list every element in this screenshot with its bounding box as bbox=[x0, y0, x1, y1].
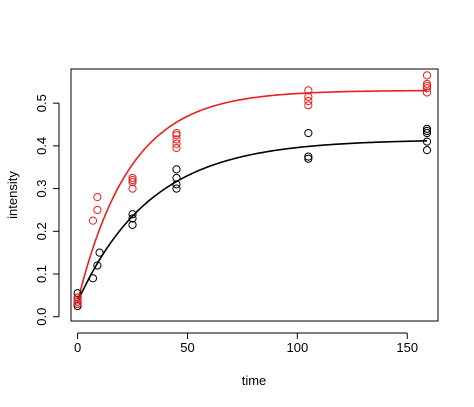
x-tick-label: 50 bbox=[180, 340, 194, 355]
data-point bbox=[172, 184, 181, 193]
data-point bbox=[95, 248, 104, 257]
data-point bbox=[172, 128, 181, 138]
fitted-curves bbox=[76, 89, 428, 303]
data-point bbox=[88, 216, 98, 225]
x-axis: 0 50 100 150 bbox=[74, 332, 418, 355]
x-tick-label: 150 bbox=[396, 340, 418, 355]
data-points bbox=[73, 71, 432, 311]
y-axis: 0.0 0.1 0.2 0.3 0.4 0.5 bbox=[34, 94, 60, 326]
data-point bbox=[172, 180, 181, 189]
data-point bbox=[172, 173, 181, 183]
data-point bbox=[88, 274, 98, 283]
data-point bbox=[73, 297, 82, 306]
data-point bbox=[128, 184, 137, 193]
data-point bbox=[128, 220, 137, 229]
data-point bbox=[304, 92, 313, 101]
data-point bbox=[172, 143, 181, 153]
data-point bbox=[73, 293, 82, 302]
x-axis-label: time bbox=[242, 373, 267, 388]
data-point bbox=[73, 289, 82, 298]
data-point bbox=[172, 139, 181, 148]
data-point bbox=[304, 154, 313, 163]
data-point bbox=[304, 101, 313, 110]
data-point bbox=[73, 295, 82, 304]
data-point bbox=[422, 124, 432, 133]
data-point bbox=[172, 135, 181, 144]
data-point bbox=[93, 261, 102, 270]
data-point bbox=[128, 175, 137, 185]
data-point bbox=[73, 301, 82, 311]
data-point bbox=[304, 152, 313, 161]
data-point bbox=[422, 128, 432, 138]
data-point bbox=[93, 205, 102, 215]
y-tick-label: 0.2 bbox=[34, 222, 49, 240]
data-point bbox=[422, 146, 432, 155]
data-point bbox=[422, 84, 432, 93]
data-point bbox=[128, 214, 137, 223]
y-tick-label: 0.4 bbox=[34, 137, 49, 155]
data-point bbox=[128, 210, 137, 219]
data-point bbox=[304, 128, 313, 138]
y-tick-label: 0.5 bbox=[34, 94, 49, 112]
fitted-curve bbox=[76, 89, 428, 302]
data-point bbox=[73, 299, 82, 309]
data-point bbox=[304, 86, 313, 95]
x-tick-label: 100 bbox=[287, 340, 309, 355]
data-point bbox=[93, 193, 102, 202]
data-point bbox=[422, 126, 432, 136]
data-point bbox=[304, 96, 313, 106]
data-point bbox=[172, 165, 181, 174]
data-point bbox=[422, 71, 432, 80]
y-tick-label: 0.0 bbox=[34, 308, 49, 326]
y-axis-label: intensity bbox=[5, 171, 20, 219]
y-tick-label: 0.3 bbox=[34, 180, 49, 198]
data-point bbox=[422, 88, 432, 97]
data-point bbox=[422, 81, 432, 91]
y-tick-label: 0.1 bbox=[34, 265, 49, 283]
data-point bbox=[172, 131, 181, 140]
data-point bbox=[422, 79, 432, 89]
data-point bbox=[128, 173, 137, 183]
plot-frame bbox=[70, 68, 439, 322]
x-tick-label: 0 bbox=[74, 340, 81, 355]
data-point bbox=[128, 178, 137, 187]
data-point bbox=[422, 137, 432, 146]
